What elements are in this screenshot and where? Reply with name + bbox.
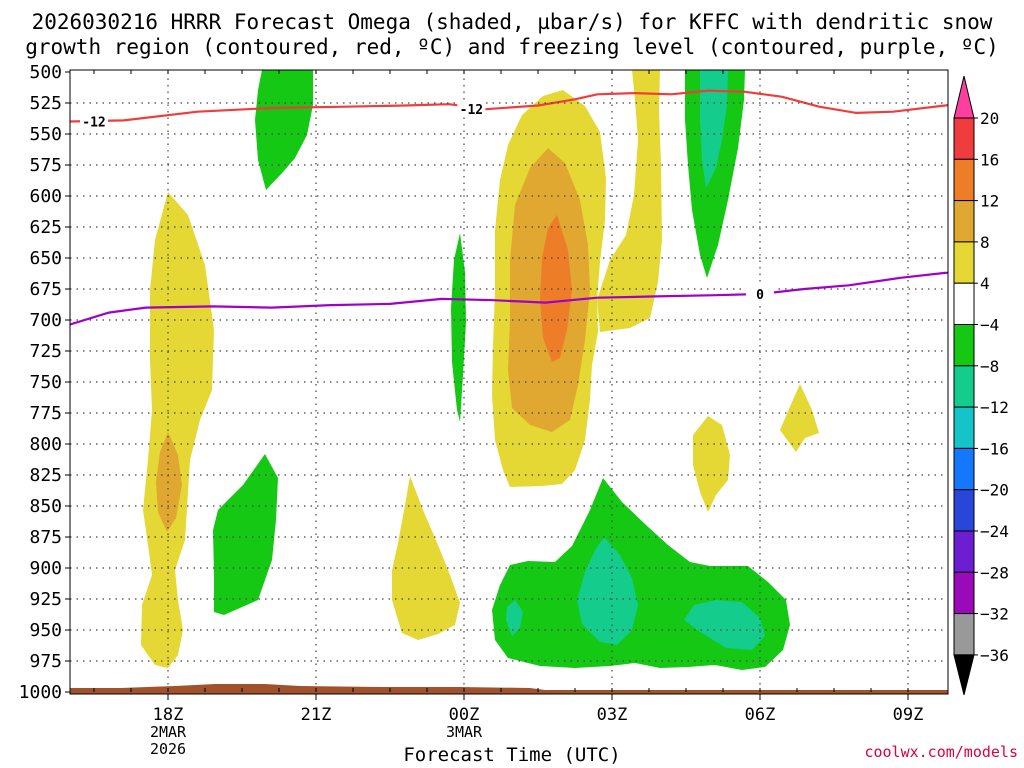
chart-title-line-1: 2026030216 HRRR Forecast Omega (shaded, …: [31, 10, 993, 34]
x-tick-label: 18Z: [153, 705, 184, 725]
omega-region-green: [685, 70, 745, 278]
omega-shading-negative: [213, 70, 790, 670]
y-tick-label: 775: [29, 403, 62, 424]
colorbar-label: −28: [980, 563, 1009, 582]
omega-region-teal: [684, 600, 765, 650]
colorbar-label: 8: [980, 233, 990, 252]
y-tick-label: 600: [29, 186, 62, 207]
omega-region-green: [451, 233, 466, 422]
colorbar-label: −32: [980, 605, 1009, 624]
y-tick-label: 950: [29, 620, 62, 641]
x-tick-label: 2MAR: [150, 723, 187, 741]
contour-layer: [70, 89, 948, 326]
omega-region-teal: [506, 600, 523, 636]
colorbar-swatch: [953, 365, 975, 408]
omega-region-teal: [700, 70, 728, 188]
omega-shading: [141, 70, 819, 668]
colorbar-label: 12: [980, 192, 999, 211]
y-tick-label: 650: [29, 248, 62, 269]
colorbar-label: 4: [980, 274, 990, 293]
colorbar-label: −16: [980, 439, 1009, 458]
x-tick-label: 06Z: [745, 705, 776, 725]
colorbar-swatch: [953, 406, 975, 449]
colorbar-label: −24: [980, 522, 1009, 541]
y-tick-label: 550: [29, 124, 62, 145]
x-tick-label: 21Z: [301, 705, 332, 725]
colorbar-swatch: [953, 241, 975, 284]
contour-label-bg: [746, 284, 774, 301]
chart-title-line-2: growth region (contoured, red, ºC) and f…: [25, 35, 999, 59]
y-tick-label: 875: [29, 527, 62, 548]
omega-region-green: [213, 454, 278, 615]
colorbar-label: −8: [980, 357, 999, 376]
y-tick-label: 500: [29, 62, 62, 83]
colorbar-swatch: [953, 530, 975, 573]
colorbar-swatch: [953, 447, 975, 491]
colorbar: 20 16 12 8 4 −4 −8 −12 −16 −20 −24 −28 −32 −36: [953, 75, 1009, 696]
colorbar-swatch: [953, 117, 975, 160]
y-tick-label: 800: [29, 434, 62, 455]
omega-region-orange: [156, 432, 182, 532]
y-tick-label: 575: [29, 155, 62, 176]
y-tick-label: 900: [29, 558, 62, 579]
omega-region-yellow: [693, 416, 730, 512]
colorbar-label: −36: [980, 646, 1009, 665]
colorbar-label: −4: [980, 316, 999, 335]
contour-freezing-level: [70, 271, 948, 326]
x-tick-label: 2026: [150, 740, 186, 758]
contour-dendritic-growth-region: [70, 89, 948, 123]
colorbar-swatch: [953, 571, 975, 615]
colorbar-swatch: [953, 200, 975, 243]
omega-region-green: [255, 70, 313, 190]
y-tick-label: 725: [29, 341, 62, 362]
terrain: [70, 684, 948, 694]
y-tick-label: 1000: [19, 682, 62, 703]
colorbar-swatch: [953, 489, 975, 532]
colorbar-swatch: [953, 282, 975, 326]
y-tick-label: 675: [29, 279, 62, 300]
contour-label: -12: [82, 116, 105, 131]
x-tick-label: 00Z: [449, 705, 480, 725]
y-tick-label: 625: [29, 217, 62, 238]
y-tick-label: 525: [29, 93, 62, 114]
x-tick-label: 09Z: [893, 705, 924, 725]
omega-region-teal: [577, 537, 638, 645]
contour-label-bg: [457, 100, 486, 117]
omega-region-yellow: [141, 192, 214, 668]
colorbar-label: −12: [980, 398, 1009, 417]
y-tick-label: 925: [29, 589, 62, 610]
omega-region-orange: [540, 215, 572, 362]
colorbar-swatch: [953, 613, 975, 656]
contour-label-bg: [80, 112, 108, 129]
y-axis: 500 525 550 575 600 625 650 675 700 725 750 775 800 8…: [19, 62, 70, 703]
omega-region-yellow: [597, 70, 662, 332]
y-tick-label: 700: [29, 310, 62, 331]
colorbar-swatch-top: [953, 75, 975, 119]
colorbar-label: 16: [980, 150, 999, 169]
y-tick-label: 850: [29, 496, 62, 517]
colorbar-swatch-bottom: [953, 654, 975, 696]
colorbar-label: −20: [980, 481, 1009, 500]
x-tick-label: 3MAR: [446, 723, 483, 741]
colorbar-swatch: [953, 324, 975, 367]
plot-frame: [69, 69, 949, 695]
colorbar-swatch: [953, 158, 975, 202]
omega-region-yellow: [780, 384, 819, 452]
contour-labels: -12 -12 0: [80, 100, 774, 303]
colorbar-label: 20: [980, 109, 999, 128]
contour-label: 0: [756, 288, 764, 303]
y-tick-label: 825: [29, 465, 62, 486]
x-axis-label: Forecast Time (UTC): [403, 744, 621, 766]
x-tick-label: 03Z: [597, 705, 628, 725]
y-tick-label: 975: [29, 651, 62, 672]
y-tick-label: 750: [29, 372, 62, 393]
credit-link[interactable]: coolwx.com/models: [864, 743, 1018, 761]
contour-label: -12: [460, 103, 483, 118]
